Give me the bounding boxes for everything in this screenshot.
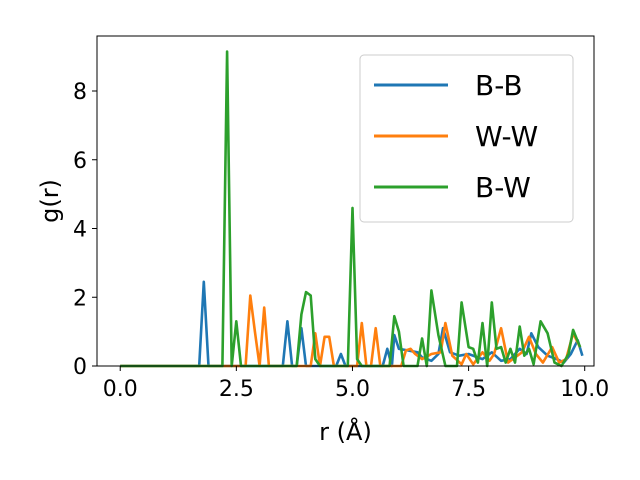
- x-tick-label: 10.0: [560, 377, 609, 402]
- x-tick-label: 5.0: [335, 377, 370, 402]
- legend: B-B W-W B-W: [360, 55, 573, 222]
- legend-label-b-b: B-B: [475, 69, 523, 102]
- x-tick-label: 0.0: [103, 377, 138, 402]
- x-tick-label: 7.5: [451, 377, 486, 402]
- y-tick-label: 0: [73, 355, 87, 380]
- y-tick-label: 6: [73, 149, 87, 174]
- x-axis-label: r (Å): [319, 417, 372, 446]
- y-axis-label: g(r): [36, 179, 64, 223]
- x-tick-label: 2.5: [219, 377, 254, 402]
- y-tick-label: 8: [73, 80, 87, 105]
- x-axis: 0.0 2.5 5.0 7.5 10.0: [103, 366, 609, 402]
- legend-label-w-w: W-W: [475, 120, 538, 153]
- y-axis: 0 2 4 6 8: [73, 80, 97, 380]
- legend-frame: [360, 55, 573, 222]
- y-tick-label: 2: [73, 286, 87, 311]
- legend-label-b-w: B-W: [475, 171, 531, 204]
- y-tick-label: 4: [73, 218, 87, 243]
